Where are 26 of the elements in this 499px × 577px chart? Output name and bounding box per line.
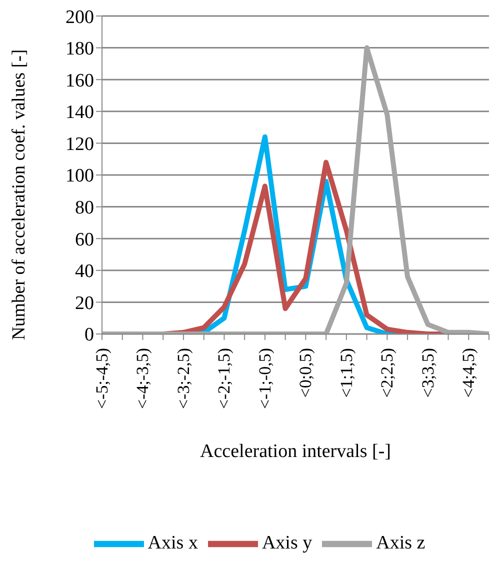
y-tick-label: 160 <box>66 70 94 92</box>
x-tick-label: <-5;-4,5) <box>92 348 112 410</box>
y-tick-label: 20 <box>75 292 94 314</box>
x-tick-label: <-3;-2,5) <box>174 348 193 410</box>
legend-label: Axis x <box>148 532 198 554</box>
y-tick-label: 100 <box>66 166 94 187</box>
x-tick-label: <-4;-3,5) <box>133 348 152 410</box>
x-axis-title: Acceleration intervals [-] <box>200 441 391 462</box>
x-tick-label: <0;0,5) <box>296 348 316 398</box>
y-tick-label: 140 <box>66 102 94 124</box>
y-tick-label: 40 <box>75 261 94 282</box>
x-tick-label: <2;2,5) <box>378 348 397 398</box>
legend-label: Axis z <box>376 532 426 554</box>
legend-label: Axis y <box>262 532 312 554</box>
y-tick-label: 200 <box>66 6 94 28</box>
y-tick-label: 180 <box>66 38 94 60</box>
y-tick-label: 60 <box>75 229 94 250</box>
x-tick-label: <4;4,5) <box>459 348 478 398</box>
x-tick-label: <-1;-0,5) <box>255 348 274 410</box>
x-tick-label: <3;3,5) <box>418 348 438 398</box>
y-tick-label: 80 <box>75 198 94 219</box>
y-axis-title: Number of acceleration coef. values [-] <box>10 49 30 340</box>
x-tick-label: <1;1,5) <box>336 348 356 398</box>
y-tick-label: 0 <box>84 324 94 346</box>
y-tick-label: 120 <box>66 134 94 155</box>
x-tick-label: <-2;-1,5) <box>214 348 234 410</box>
